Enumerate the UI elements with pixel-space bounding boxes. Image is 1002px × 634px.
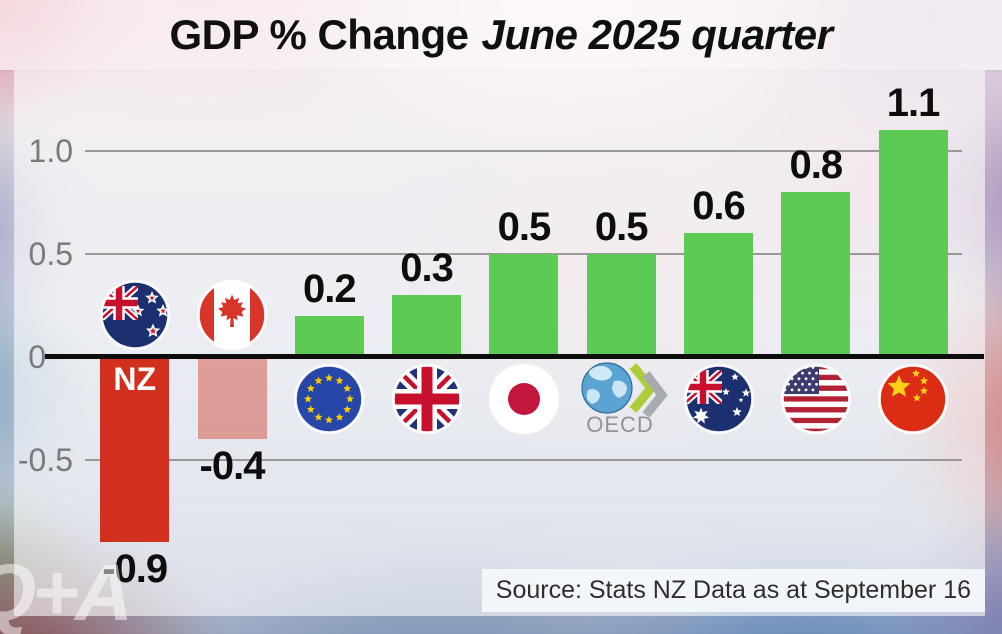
uk-flag-icon xyxy=(391,364,462,434)
y-axis-tick--0-5: -0.5 xyxy=(17,442,73,478)
bar-china xyxy=(878,130,948,357)
value-label-united-kingdom: 0.3 xyxy=(400,246,454,291)
value-label-japan: 0.5 xyxy=(497,205,552,249)
bar-australia xyxy=(684,233,753,357)
gridline--0-5 xyxy=(85,459,962,461)
value-label-australia: 0.6 xyxy=(692,184,746,229)
bar-canada xyxy=(197,357,267,440)
y-axis-tick-0-5: 0.5 xyxy=(28,236,73,272)
bar-oecd xyxy=(586,254,656,357)
australia-flag-icon xyxy=(683,364,754,434)
japan-flag-icon xyxy=(488,364,559,434)
canada-flag-icon xyxy=(197,280,267,350)
bar-united-states xyxy=(781,192,851,357)
bar-european-union xyxy=(294,315,364,357)
bar-japan xyxy=(489,254,559,357)
value-label-united-states: 0.8 xyxy=(789,143,843,188)
value-label-china: 1.1 xyxy=(886,81,941,126)
source-note: Source: Stats NZ Data as at September 16 xyxy=(481,569,985,612)
nz-flag-icon xyxy=(99,280,170,350)
qa-watermark: Q+A xyxy=(0,548,133,634)
value-label-new-zealand: -0.9 xyxy=(102,547,168,592)
source-text: Source: Stats NZ Data as at September 16 xyxy=(495,576,971,604)
y-axis-tick-1-0: 1.0 xyxy=(28,133,73,169)
gridline-1-0 xyxy=(85,150,962,152)
value-label-european-union: 0.2 xyxy=(302,266,357,311)
title-band: GDP % Change June 2025 quarter xyxy=(0,0,1002,70)
svg-text:OECD: OECD xyxy=(586,412,654,437)
y-axis-tick-0: 0 xyxy=(28,339,46,375)
china-flag-icon xyxy=(878,364,949,434)
bar-country-label-new-zealand: NZ xyxy=(113,361,157,397)
oecd-logo-icon: OECD xyxy=(566,358,676,438)
title-period: June 2025 quarter xyxy=(481,11,833,58)
value-label-canada: -0.4 xyxy=(199,444,266,489)
bar-new-zealand xyxy=(100,357,170,543)
page-title: GDP % Change June 2025 quarter xyxy=(170,11,833,59)
value-label-oecd: 0.5 xyxy=(594,205,649,249)
eu-flag-icon xyxy=(294,364,365,434)
title-main: GDP % Change xyxy=(169,11,469,58)
zero-axis-line xyxy=(45,354,984,359)
us-flag-icon xyxy=(780,364,851,434)
bar-united-kingdom xyxy=(392,295,462,357)
